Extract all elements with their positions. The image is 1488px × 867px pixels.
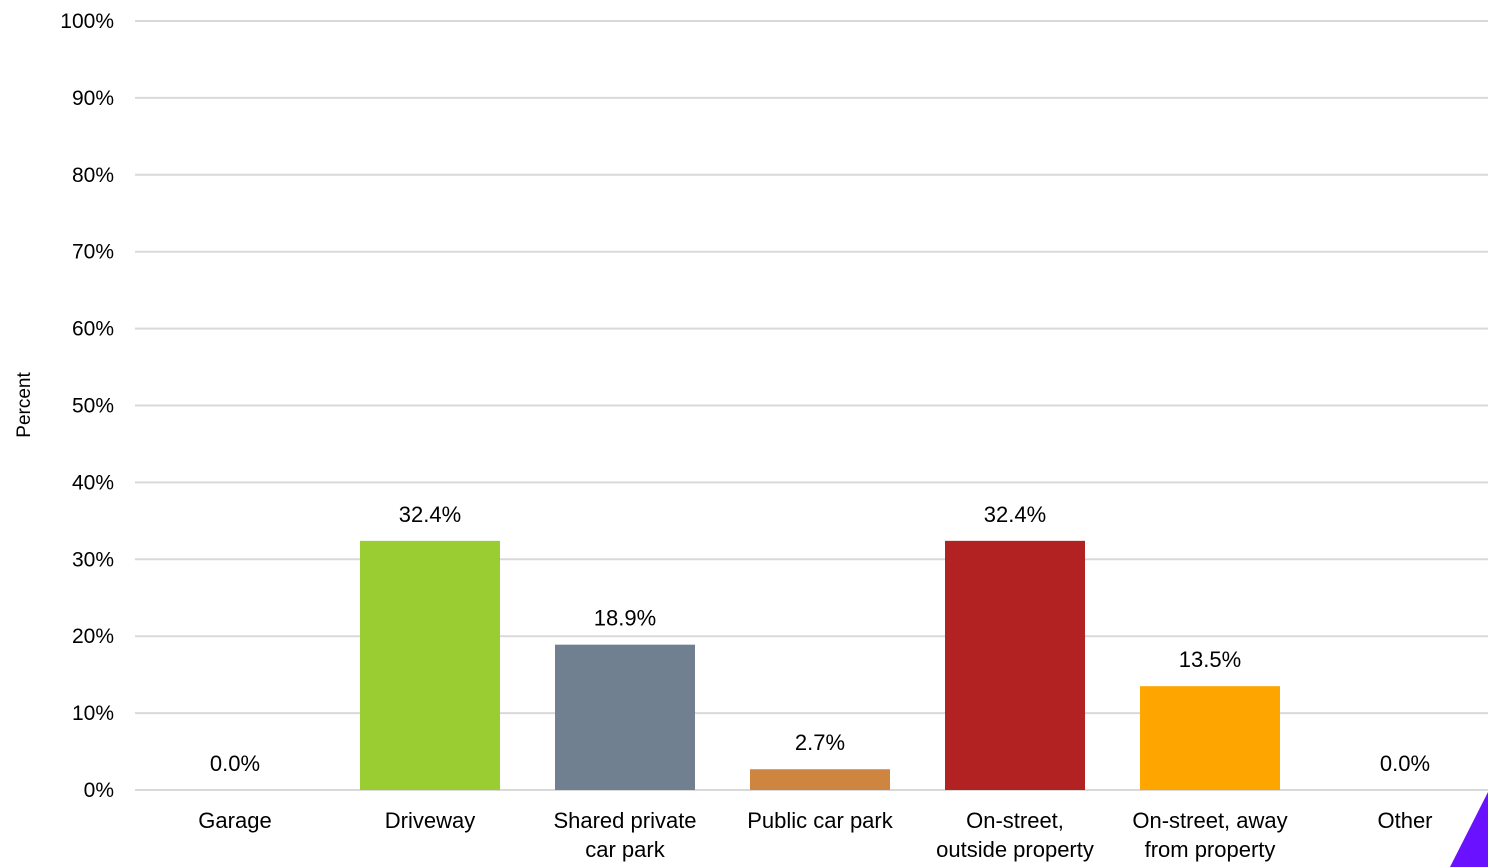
y-tick-label: 0% xyxy=(84,779,114,802)
gridlines xyxy=(135,20,1488,791)
data-label: 13.5% xyxy=(1179,647,1241,672)
y-tick-label: 40% xyxy=(72,471,114,494)
y-tick-label: 90% xyxy=(72,87,114,110)
bar xyxy=(1140,686,1280,790)
x-category-label: On-street, away xyxy=(1132,808,1287,833)
y-tick-label: 70% xyxy=(72,241,114,264)
y-tick-label: 20% xyxy=(72,625,114,648)
data-labels: 0.0% 32.4% 18.9% 2.7% 32.4% 13.5% 0.0% xyxy=(210,502,1430,776)
y-tick-label: 50% xyxy=(72,395,114,418)
y-tick-label: 10% xyxy=(72,702,114,725)
x-axis-categories: Garage Driveway Shared private car park Publ… xyxy=(198,808,1432,862)
bar xyxy=(945,540,1085,790)
data-label: 18.9% xyxy=(594,606,656,631)
x-category-label: Driveway xyxy=(385,808,475,833)
x-category-label: On-street, xyxy=(966,808,1064,833)
bar xyxy=(750,769,890,790)
x-category-label: Other xyxy=(1377,808,1432,833)
bar xyxy=(555,644,695,790)
y-tick-label: 60% xyxy=(72,318,114,341)
x-category-label: outside property xyxy=(936,837,1094,862)
corner-decoration xyxy=(1450,792,1488,867)
y-tick-label: 30% xyxy=(72,548,114,571)
y-axis-ticks: 0% 10% 20% 30% 40% 50% 60% 70% 80% 90% 100% xyxy=(60,10,114,802)
y-tick-label: 80% xyxy=(72,164,114,187)
x-category-label: Public car park xyxy=(747,808,894,833)
y-axis-label: Percent xyxy=(14,372,35,438)
x-category-label: Garage xyxy=(198,808,271,833)
bar xyxy=(360,540,500,790)
data-label: 32.4% xyxy=(984,502,1046,527)
data-label: 2.7% xyxy=(795,730,845,755)
x-category-label: Shared private xyxy=(553,808,696,833)
data-label: 32.4% xyxy=(399,502,461,527)
bars xyxy=(360,540,1280,790)
data-label: 0.0% xyxy=(1380,751,1430,776)
x-category-label: car park xyxy=(585,837,665,862)
y-tick-label: 100% xyxy=(60,10,114,33)
data-label: 0.0% xyxy=(210,751,260,776)
x-category-label: from property xyxy=(1145,837,1276,862)
